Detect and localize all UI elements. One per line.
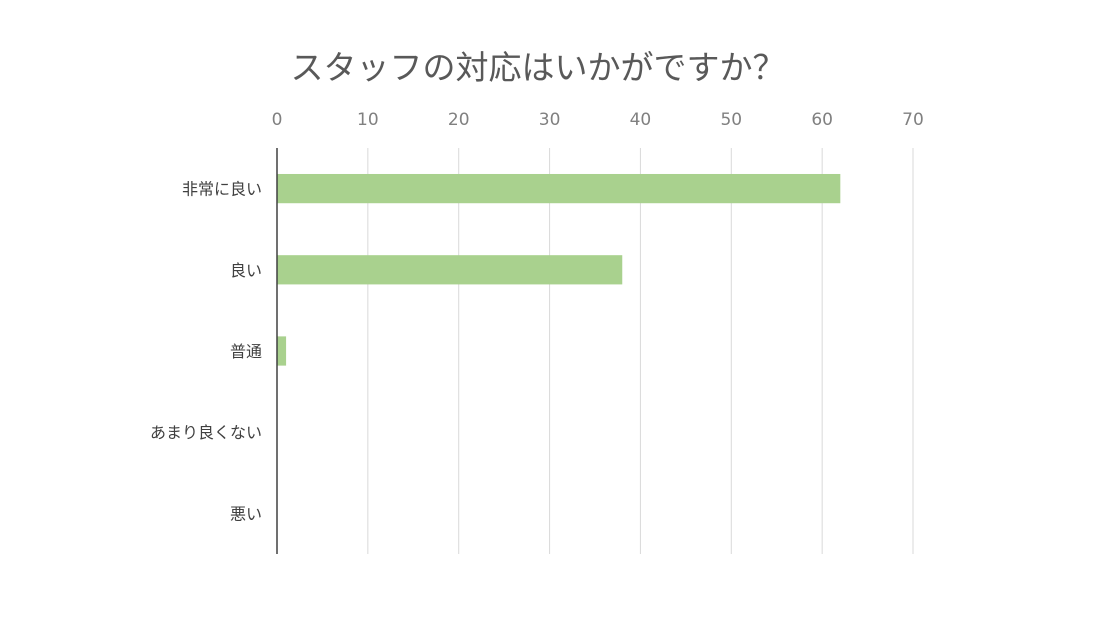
gridlines (367, 148, 914, 554)
bar (277, 255, 623, 285)
chart-title: スタッフの対応はいかがですか？ (291, 48, 786, 87)
bar (277, 336, 287, 366)
x-tick-label: 20 (448, 110, 470, 130)
category-label: 普通 (230, 342, 262, 361)
x-tick-label: 70 (902, 110, 924, 130)
bar (277, 173, 841, 204)
x-tick-label: 30 (539, 110, 561, 130)
category-label: 非常に良い (182, 180, 262, 199)
category-label: 悪い (230, 504, 262, 523)
bars (277, 173, 841, 366)
x-tick-label: 60 (811, 110, 833, 130)
x-tick-label: 10 (357, 110, 379, 130)
x-tick-label: 50 (720, 110, 742, 130)
x-tick-label: 0 (272, 110, 283, 130)
category-label: あまり良くない (150, 423, 262, 442)
x-axis-ticks: 0 10 20 30 40 50 60 70 (272, 110, 924, 130)
x-tick-label: 40 (630, 110, 652, 130)
category-label: 良い (230, 261, 262, 280)
